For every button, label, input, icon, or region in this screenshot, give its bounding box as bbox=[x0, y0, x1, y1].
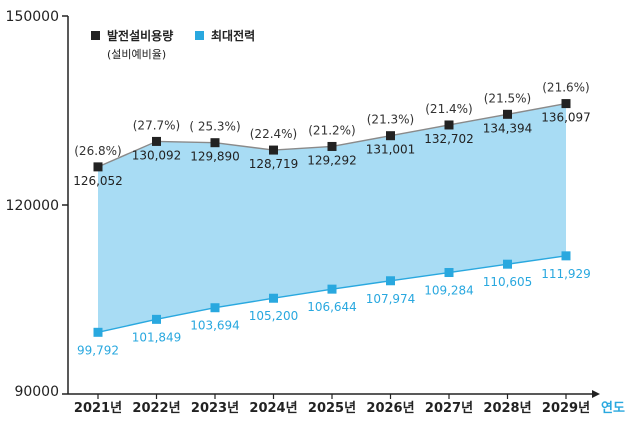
peak-point bbox=[503, 259, 512, 269]
legend-swatch-peak bbox=[195, 31, 204, 40]
peak-point bbox=[444, 268, 454, 278]
capacity-point bbox=[152, 136, 161, 146]
peak-value-label: 107,974 bbox=[366, 292, 416, 306]
x-tick-label: 2028년 bbox=[483, 401, 531, 416]
capacity-value-label: 136,097 bbox=[541, 111, 591, 125]
legend-label-capacity: 발전설비용량 bbox=[107, 28, 173, 43]
capacity-value-label: 129,890 bbox=[190, 150, 240, 164]
reserve-rate-label: (21.3%) bbox=[367, 113, 414, 127]
x-tick-label: 2021년 bbox=[74, 401, 122, 416]
capacity-value-label: 134,394 bbox=[483, 121, 533, 135]
peak-value-label: 99,792 bbox=[77, 343, 119, 357]
reserve-rate-label: (21.2%) bbox=[308, 123, 355, 137]
legend-sublabel-capacity: (설비예비율) bbox=[107, 48, 166, 61]
capacity-point bbox=[444, 120, 454, 130]
capacity-point bbox=[561, 99, 571, 109]
peak-value-label: 110,605 bbox=[483, 275, 533, 289]
reserve-rate-label: (26.8%) bbox=[74, 144, 121, 158]
legend-label-peak: 최대전력 bbox=[211, 28, 255, 43]
capacity-value-label: 126,052 bbox=[73, 174, 123, 188]
x-axis-arrow bbox=[592, 390, 600, 398]
y-tick-label: 90000 bbox=[14, 384, 59, 400]
peak-point bbox=[210, 303, 220, 313]
x-axis-label: 연도 bbox=[601, 401, 625, 416]
x-tick-label: 2029년 bbox=[542, 401, 590, 416]
reserve-rate-label: (21.6%) bbox=[542, 81, 589, 95]
peak-point bbox=[93, 327, 103, 337]
reserve-rate-label: ( 25.3%) bbox=[189, 120, 240, 134]
peak-value-label: 103,694 bbox=[190, 319, 240, 333]
capacity-point bbox=[386, 131, 395, 141]
peak-point bbox=[327, 284, 337, 294]
capacity-point bbox=[503, 109, 512, 119]
peak-point bbox=[269, 293, 278, 303]
capacity-value-label: 132,702 bbox=[424, 132, 474, 146]
peak-point bbox=[152, 314, 161, 324]
peak-value-label: 111,929 bbox=[541, 267, 591, 281]
x-tick-label: 2025년 bbox=[308, 401, 356, 416]
peak-value-label: 109,284 bbox=[424, 284, 474, 298]
reserve-rate-label: (21.5%) bbox=[484, 91, 531, 105]
x-tick-label: 2024년 bbox=[249, 401, 297, 416]
capacity-point bbox=[93, 162, 103, 172]
capacity-value-label: 128,719 bbox=[249, 157, 299, 171]
legend-swatch-capacity bbox=[91, 31, 100, 40]
capacity-point bbox=[210, 138, 220, 148]
capacity-value-label: 130,092 bbox=[132, 148, 182, 162]
peak-point bbox=[561, 251, 571, 261]
x-tick-label: 2027년 bbox=[425, 401, 473, 416]
x-tick-label: 2026년 bbox=[366, 401, 414, 416]
capacity-point bbox=[269, 145, 278, 155]
reserve-rate-label: (21.4%) bbox=[425, 102, 472, 116]
capacity-value-label: 131,001 bbox=[366, 143, 416, 157]
reserve-rate-label: (27.7%) bbox=[133, 118, 180, 132]
capacity-point bbox=[327, 141, 337, 151]
x-tick-label: 2022년 bbox=[132, 401, 180, 416]
band-area bbox=[98, 103, 566, 333]
peak-value-label: 105,200 bbox=[249, 309, 299, 323]
capacity-value-label: 129,292 bbox=[307, 153, 357, 167]
peak-point bbox=[386, 276, 395, 286]
y-tick-label: 150000 bbox=[6, 9, 59, 25]
y-tick-label: 120000 bbox=[6, 198, 59, 214]
x-tick-label: 2023년 bbox=[191, 401, 239, 416]
reserve-rate-label: (22.4%) bbox=[250, 127, 297, 141]
peak-value-label: 101,849 bbox=[132, 330, 182, 344]
peak-value-label: 106,644 bbox=[307, 300, 357, 314]
